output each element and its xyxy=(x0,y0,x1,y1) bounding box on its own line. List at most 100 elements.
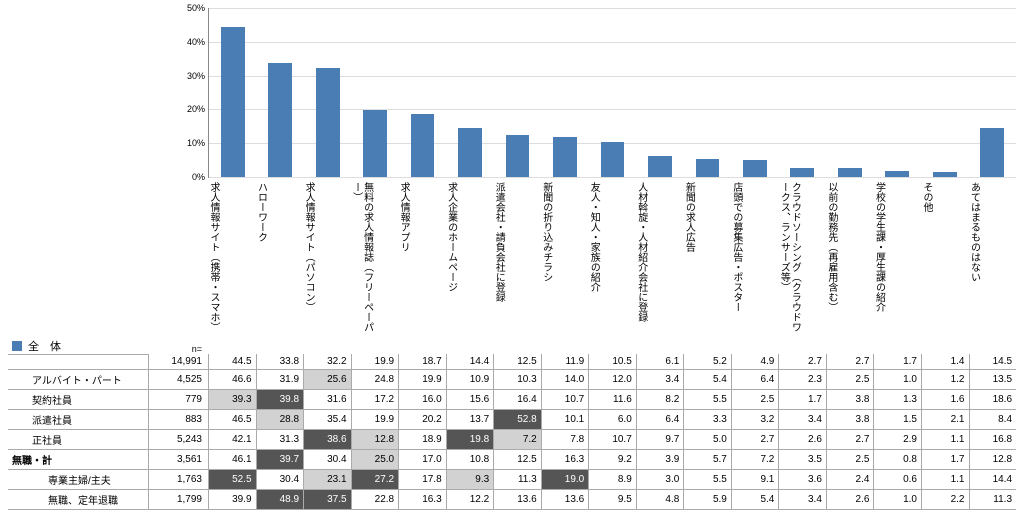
data-cell: 2.6 xyxy=(826,490,874,509)
bar xyxy=(411,114,435,177)
row-label: 派遣社員 xyxy=(8,410,148,429)
data-cell: 7.8 xyxy=(541,430,589,449)
data-cell: 2.2 xyxy=(921,490,969,509)
category-label: 新聞の求人広告 xyxy=(683,178,694,252)
data-cell: 2.3 xyxy=(778,370,826,389)
data-cell: 37.5 xyxy=(303,490,351,509)
data-cell: 6.4 xyxy=(731,370,779,389)
data-cell: 12.2 xyxy=(446,490,494,509)
data-cell: 14.4 xyxy=(969,470,1017,489)
data-cell: 11.3 xyxy=(969,490,1017,509)
data-cell: 2.7 xyxy=(731,430,779,449)
data-cell: 9.2 xyxy=(588,450,636,469)
data-cell: 39.8 xyxy=(256,390,304,409)
y-axis-label: 0% xyxy=(177,172,205,182)
data-cell: 19.9 xyxy=(351,410,399,429)
data-cell: 12.5 xyxy=(493,450,541,469)
data-cell: 30.4 xyxy=(303,450,351,469)
bar-chart: 0%10%20%30%40%50% xyxy=(208,8,1016,178)
data-cell: 3.0 xyxy=(636,470,684,489)
data-cell: 12.8 xyxy=(969,450,1017,469)
bar xyxy=(268,63,292,177)
data-cell: 14.4 xyxy=(446,354,494,369)
data-cell: 7.2 xyxy=(731,450,779,469)
data-cell: 8.9 xyxy=(588,470,636,489)
data-cell: 3.2 xyxy=(731,410,779,429)
data-cell: 5.4 xyxy=(683,370,731,389)
n-cell: 14,991 xyxy=(148,354,208,369)
category-label: 求人情報サイト（携帯・スマホ） xyxy=(208,178,219,332)
data-cell: 18.9 xyxy=(398,430,446,449)
data-cell: 38.6 xyxy=(303,430,351,449)
row-label: 契約社員 xyxy=(8,390,148,409)
data-cell: 3.4 xyxy=(778,410,826,429)
data-cell: 9.3 xyxy=(446,470,494,489)
bar xyxy=(316,68,340,177)
category-label: 求人情報サイト（パソコン） xyxy=(303,178,314,312)
data-cell: 5.2 xyxy=(683,354,731,369)
data-cell: 15.6 xyxy=(446,390,494,409)
bar xyxy=(553,137,577,177)
data-cell: 9.5 xyxy=(588,490,636,509)
data-cell: 35.4 xyxy=(303,410,351,429)
data-cell: 16.4 xyxy=(493,390,541,409)
data-cell: 44.5 xyxy=(208,354,256,369)
data-cell: 2.9 xyxy=(873,430,921,449)
data-cell: 23.1 xyxy=(303,470,351,489)
category-label: 派遣会社・請負会社に登録 xyxy=(493,178,504,302)
row-label xyxy=(8,354,148,369)
n-cell: 1,799 xyxy=(148,490,208,509)
data-cell: 14.0 xyxy=(541,370,589,389)
data-cell: 16.8 xyxy=(969,430,1017,449)
data-cell: 10.5 xyxy=(588,354,636,369)
category-label: 求人企業のホームページ xyxy=(446,178,457,292)
category-label: 無料の求人情報誌（フリーペーパー） xyxy=(351,178,373,338)
data-cell: 1.7 xyxy=(921,450,969,469)
data-cell: 2.4 xyxy=(826,470,874,489)
data-cell: 1.2 xyxy=(921,370,969,389)
data-cell: 5.4 xyxy=(731,490,779,509)
data-cell: 39.7 xyxy=(256,450,304,469)
data-cell: 3.3 xyxy=(683,410,731,429)
category-label: 店頭での募集広告・ポスター xyxy=(731,178,742,312)
data-cell: 6.0 xyxy=(588,410,636,429)
row-label: アルバイト・パート xyxy=(8,370,148,389)
category-label: 求人情報アプリ xyxy=(398,178,409,252)
data-cell: 32.2 xyxy=(303,354,351,369)
data-cell: 16.3 xyxy=(541,450,589,469)
data-cell: 0.6 xyxy=(873,470,921,489)
data-cell: 7.2 xyxy=(493,430,541,449)
data-cell: 13.6 xyxy=(493,490,541,509)
data-cell: 17.8 xyxy=(398,470,446,489)
category-label: あてはまるものはない xyxy=(969,178,980,282)
bar xyxy=(458,128,482,177)
bar xyxy=(363,110,387,177)
y-axis-label: 50% xyxy=(177,3,205,13)
data-cell: 6.1 xyxy=(636,354,684,369)
bar xyxy=(696,159,720,177)
legend-swatch xyxy=(12,341,22,351)
data-cell: 48.9 xyxy=(256,490,304,509)
data-cell: 1.6 xyxy=(921,390,969,409)
data-cell: 0.8 xyxy=(873,450,921,469)
y-axis-label: 20% xyxy=(177,104,205,114)
data-cell: 10.3 xyxy=(493,370,541,389)
data-cell: 16.0 xyxy=(398,390,446,409)
data-cell: 31.9 xyxy=(256,370,304,389)
data-cell: 5.5 xyxy=(683,390,731,409)
data-cell: 1.3 xyxy=(873,390,921,409)
y-axis-label: 30% xyxy=(177,71,205,81)
data-cell: 27.2 xyxy=(351,470,399,489)
data-cell: 16.3 xyxy=(398,490,446,509)
data-cell: 17.0 xyxy=(398,450,446,469)
data-cell: 3.4 xyxy=(636,370,684,389)
data-cell: 8.2 xyxy=(636,390,684,409)
data-cell: 30.4 xyxy=(256,470,304,489)
bar xyxy=(980,128,1004,177)
bar xyxy=(648,156,672,177)
data-cell: 3.5 xyxy=(778,450,826,469)
data-cell: 8.4 xyxy=(969,410,1017,429)
data-cell: 6.4 xyxy=(636,410,684,429)
data-cell: 1.5 xyxy=(873,410,921,429)
bar xyxy=(221,27,245,177)
